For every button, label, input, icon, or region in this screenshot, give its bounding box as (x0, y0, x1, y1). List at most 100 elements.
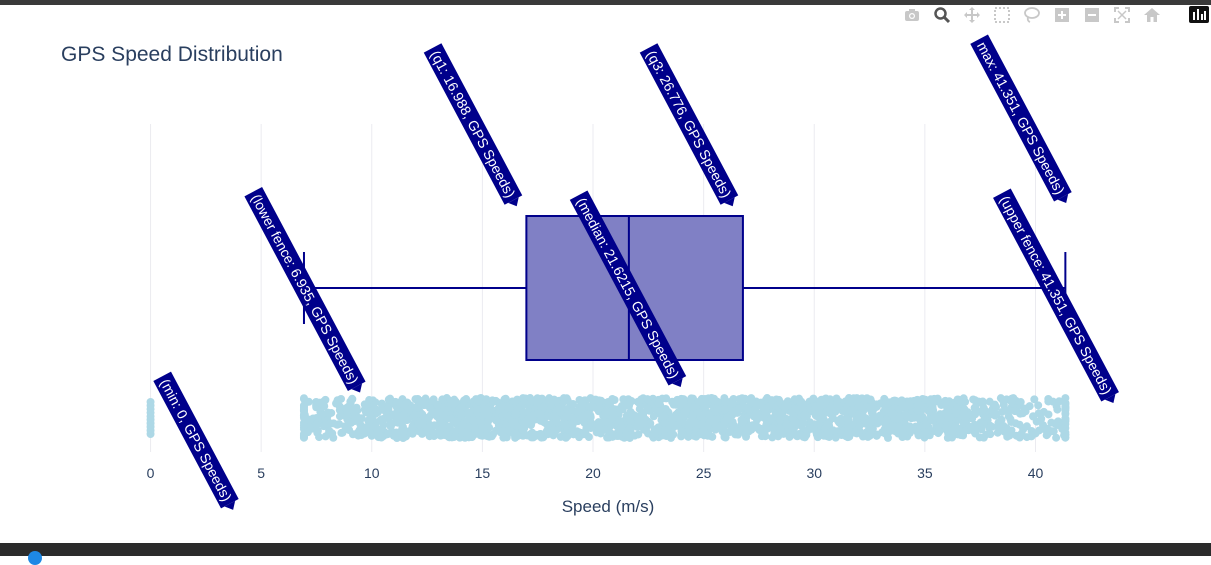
data-point (300, 410, 309, 419)
annotation-lower-fence: (lower fence: 6.935, GPS Speeds) (244, 186, 366, 393)
data-point (787, 431, 796, 440)
data-point (586, 394, 595, 403)
data-point (438, 423, 447, 432)
camera-icon[interactable] (897, 5, 927, 25)
data-point (890, 414, 899, 423)
annotation-pointer (224, 500, 236, 510)
data-point (654, 399, 663, 408)
annotation-pointer (672, 378, 683, 388)
x-axis-ticks: 0 5 10 15 20 25 30 35 40 (147, 465, 1044, 481)
data-point (671, 413, 680, 422)
data-point (705, 431, 714, 440)
data-point (661, 431, 670, 440)
data-point (1035, 426, 1044, 435)
data-point (460, 396, 469, 405)
data-point (812, 409, 821, 418)
data-point (769, 424, 778, 433)
data-point (752, 403, 761, 412)
annotation-upper-fence: (upper fence: 41.351, GPS Speeds) (993, 188, 1119, 403)
data-point (585, 402, 594, 411)
home-icon[interactable] (1137, 5, 1167, 25)
data-point (1061, 402, 1070, 411)
data-point (424, 423, 433, 432)
data-point (491, 416, 500, 425)
data-point (859, 412, 868, 421)
data-point (986, 430, 995, 439)
data-point (1005, 431, 1014, 440)
data-point (418, 429, 427, 438)
data-point (534, 398, 543, 407)
data-point (880, 399, 889, 408)
data-point (357, 425, 366, 434)
data-point (361, 408, 370, 417)
annotation-upper-fence-text: (upper fence: 41.351, GPS Speeds) (997, 193, 1116, 397)
data-point (513, 432, 522, 441)
data-point (550, 411, 559, 420)
data-point (913, 395, 922, 404)
data-point (952, 409, 961, 418)
data-point (971, 408, 980, 417)
pan-icon[interactable] (957, 5, 987, 25)
data-point (451, 397, 460, 406)
data-point (881, 419, 890, 428)
x-tick-label: 25 (696, 465, 712, 481)
autoscale-icon[interactable] (1107, 5, 1137, 25)
data-point (533, 409, 542, 418)
data-point (913, 406, 922, 415)
data-point (527, 430, 536, 439)
zoom-out-icon[interactable] (1077, 5, 1107, 25)
zoom-icon[interactable] (927, 5, 957, 25)
data-point (399, 433, 408, 442)
lasso-icon[interactable] (1017, 5, 1047, 25)
data-point (730, 422, 739, 431)
box-select-icon[interactable] (987, 5, 1017, 25)
data-point (564, 410, 573, 419)
data-point (319, 398, 328, 407)
data-point (470, 423, 479, 432)
x-tick-label: 40 (1028, 465, 1044, 481)
data-point (438, 395, 447, 404)
data-point (458, 421, 467, 430)
zoom-in-icon[interactable] (1047, 5, 1077, 25)
x-axis-label: Speed (m/s) (562, 497, 655, 516)
data-point (381, 407, 390, 416)
data-point (788, 420, 797, 429)
box-trace[interactable] (302, 215, 1067, 361)
data-point (628, 410, 637, 419)
data-point (374, 433, 383, 442)
data-point (895, 405, 904, 414)
data-point (889, 396, 898, 405)
data-point (767, 396, 776, 405)
data-point (720, 405, 729, 414)
data-point (366, 415, 375, 424)
data-point (957, 428, 966, 437)
data-point (835, 418, 844, 427)
data-point (812, 430, 821, 439)
data-point (393, 414, 402, 423)
data-point (501, 395, 510, 404)
data-point (303, 428, 312, 437)
data-point (434, 407, 443, 416)
extension-icon[interactable] (1189, 6, 1209, 23)
data-point (451, 417, 460, 426)
data-point (312, 420, 321, 429)
data-point (603, 418, 612, 427)
data-point (608, 432, 617, 441)
data-point (1053, 421, 1062, 430)
data-point (1030, 395, 1039, 404)
data-point (961, 397, 970, 406)
data-point (886, 426, 895, 435)
data-point (1042, 431, 1051, 440)
data-point (985, 421, 994, 430)
data-point (697, 420, 706, 429)
data-point (820, 431, 829, 440)
data-point (386, 419, 395, 428)
data-point (559, 394, 568, 403)
data-point (568, 399, 577, 408)
annotation-q1-text: (q1: 16.988, GPS Speeds) (427, 48, 518, 201)
data-point (998, 426, 1007, 435)
data-point (646, 419, 655, 428)
data-point (626, 396, 635, 405)
data-point (639, 411, 648, 420)
x-tick-label: 0 (147, 465, 155, 481)
